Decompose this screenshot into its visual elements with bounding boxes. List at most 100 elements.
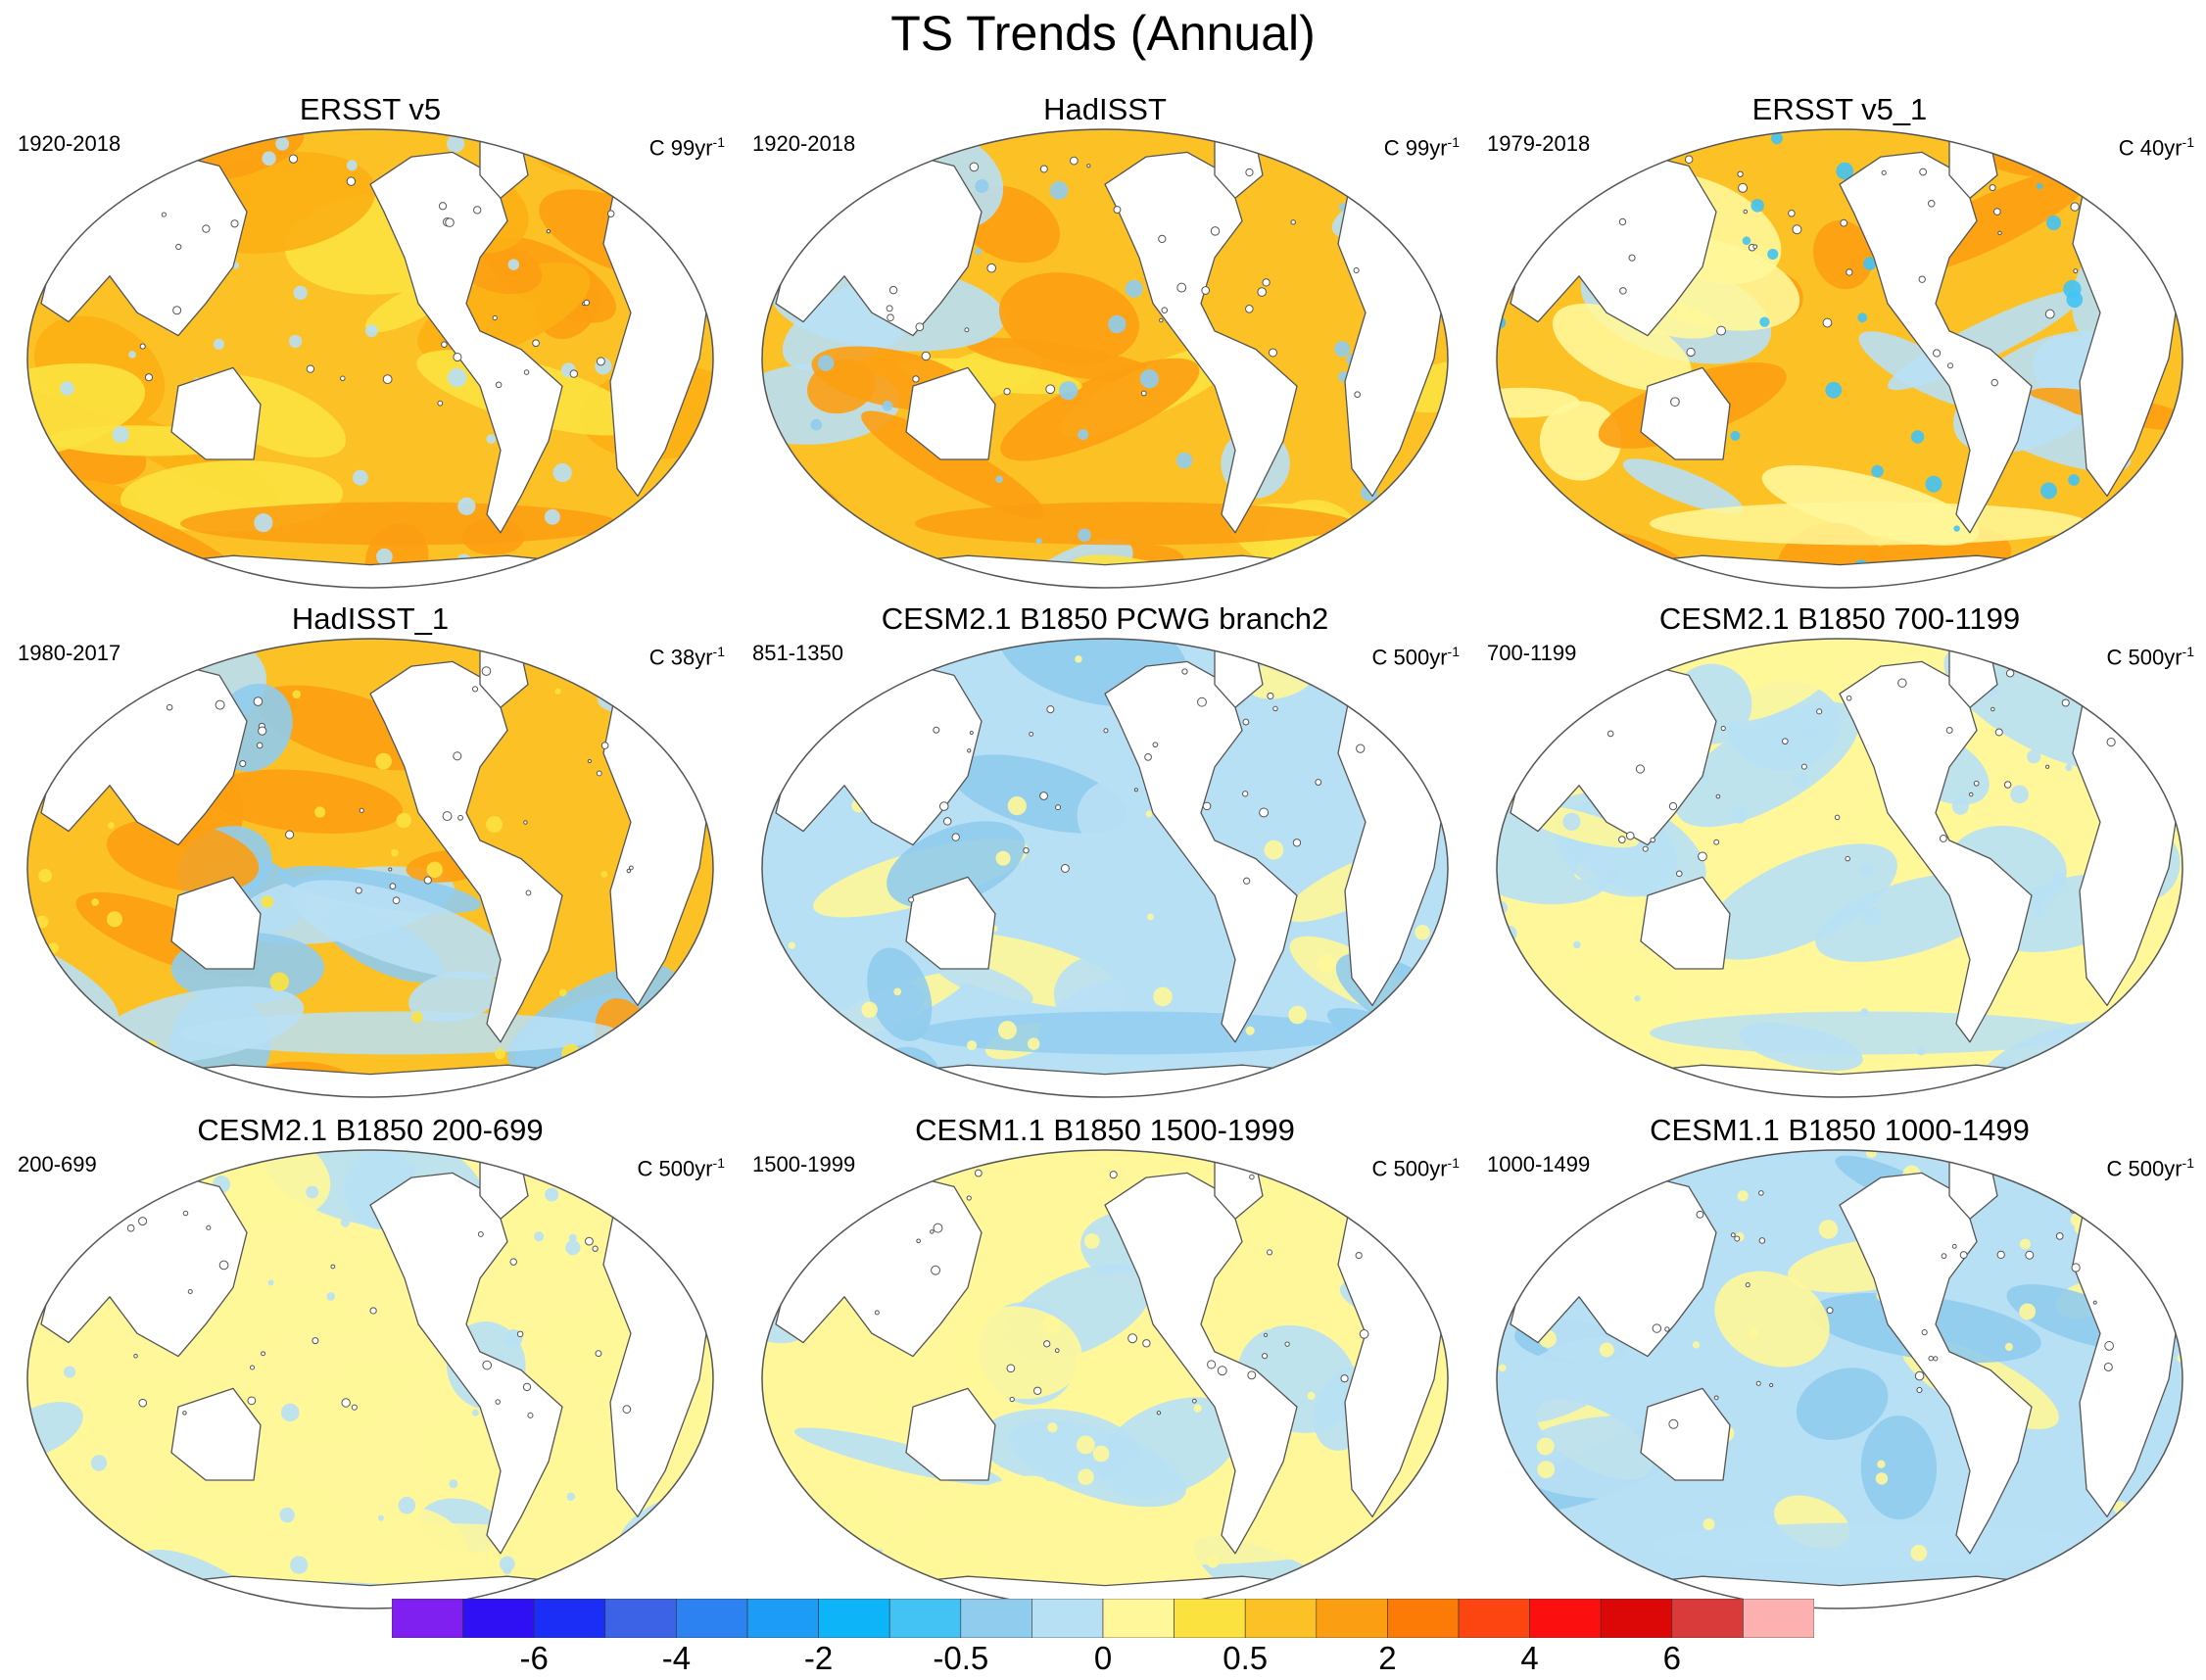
anomaly-speck	[841, 568, 852, 579]
anomaly-speck	[762, 1410, 771, 1423]
island	[1959, 1251, 1968, 1260]
map-frame	[26, 128, 714, 589]
map	[761, 128, 1449, 589]
island	[453, 352, 462, 362]
anomaly-speck	[795, 560, 812, 578]
anomaly-speck	[786, 1519, 797, 1531]
island	[138, 1398, 148, 1408]
island	[1039, 165, 1048, 173]
island	[288, 154, 299, 164]
island	[606, 210, 615, 217]
anomaly-speck	[616, 578, 634, 588]
panel-units-text: C 500yr	[1371, 645, 1448, 670]
island	[1292, 839, 1302, 847]
island	[1933, 349, 1942, 358]
anomaly-speck	[128, 351, 136, 359]
island	[144, 373, 154, 382]
island	[312, 1337, 319, 1345]
island	[1921, 1329, 1928, 1336]
island	[916, 1238, 921, 1244]
anomaly-speck	[762, 455, 775, 469]
anomaly-speck	[997, 1021, 1017, 1040]
panel-units-text: C 500yr	[637, 1156, 713, 1181]
map-panel: CESM2.1 B1850 PCWG branch2 851-1350 C 500y…	[743, 601, 1467, 1150]
island	[1023, 846, 1030, 854]
island	[1268, 348, 1278, 358]
anomaly-speck	[1075, 655, 1082, 663]
island	[139, 343, 146, 350]
anomaly-region	[861, 410, 1045, 519]
island	[523, 820, 528, 825]
colorbar-segment	[1031, 1599, 1104, 1638]
anomaly-speck	[558, 988, 567, 997]
anomaly-speck	[893, 987, 902, 996]
island	[1207, 1360, 1217, 1369]
anomaly-speck	[292, 690, 302, 698]
island	[969, 730, 974, 736]
anomaly-region	[207, 769, 403, 834]
colorbar-segment	[1244, 1599, 1318, 1638]
anomaly-speck	[269, 972, 290, 992]
island	[1267, 692, 1274, 700]
island	[133, 1353, 138, 1359]
island	[1840, 218, 1848, 227]
island	[1973, 780, 1980, 787]
anomaly-speck	[275, 136, 290, 151]
colorbar-segment	[676, 1599, 748, 1638]
anomaly-speck	[486, 434, 497, 445]
anomaly-speck	[106, 911, 123, 928]
island	[1039, 792, 1048, 800]
anomaly-speck	[552, 462, 572, 483]
island	[388, 867, 393, 872]
island	[969, 162, 980, 172]
island	[1176, 282, 1187, 293]
anomaly-speck	[2039, 482, 2058, 500]
anomaly-region	[86, 1372, 187, 1417]
island	[1845, 855, 1850, 862]
continent-australia	[905, 1387, 996, 1481]
map-frame	[761, 128, 1449, 589]
anomaly-speck	[1407, 1567, 1415, 1575]
island	[1202, 801, 1212, 811]
anomaly-speck	[2030, 1160, 2048, 1178]
island	[1003, 387, 1011, 396]
island	[445, 217, 455, 227]
island	[1792, 224, 1802, 235]
island	[1800, 763, 1807, 770]
anomaly-speck	[1300, 1573, 1313, 1585]
continent-americas	[1104, 151, 1298, 534]
anomaly-speck	[1497, 551, 1504, 563]
island	[1242, 718, 1250, 726]
map-panel: HadISST 1920-2018 C 99yr-1	[743, 92, 1467, 641]
panel-title: CESM1.1 B1850 1000-1499	[1650, 1113, 2030, 1147]
anomaly-speck	[1570, 1080, 1581, 1090]
anomaly-speck	[391, 848, 399, 857]
southern-ocean-band	[1650, 1522, 2088, 1566]
island	[157, 1185, 162, 1190]
panel-period: 1979-2018	[1487, 131, 1591, 156]
island	[247, 1396, 257, 1406]
anomaly-speck	[1317, 954, 1335, 973]
island	[1989, 184, 1996, 192]
map-panel: CESM1.1 B1850 1500-1999 1500-1999 C 500yr-…	[743, 1113, 1467, 1661]
colorbar-segment	[1102, 1599, 1175, 1638]
panel-period: 200-699	[18, 1152, 97, 1176]
map-panel: HadISST_1 1980-2017 C 38yr-1	[8, 601, 733, 1150]
anomaly-speck	[376, 548, 393, 565]
anomaly-speck	[1730, 806, 1749, 824]
anomaly-speck	[447, 134, 465, 153]
anomaly-speck	[2004, 1342, 2013, 1351]
colorbar-segment	[533, 1599, 606, 1638]
island	[1642, 845, 1649, 852]
panel-title: HadISST	[1043, 92, 1167, 126]
island	[1698, 851, 1707, 862]
island	[1032, 1386, 1042, 1395]
island	[203, 151, 210, 158]
panel-units: C 38yr-1	[649, 639, 725, 670]
panel-units: C 500yr-1	[2107, 1150, 2195, 1181]
island	[355, 887, 362, 894]
colorbar-segment	[1387, 1599, 1460, 1638]
anomaly-speck	[1516, 1185, 1527, 1197]
anomaly-speck	[1307, 1391, 1316, 1400]
island	[1009, 1396, 1015, 1403]
